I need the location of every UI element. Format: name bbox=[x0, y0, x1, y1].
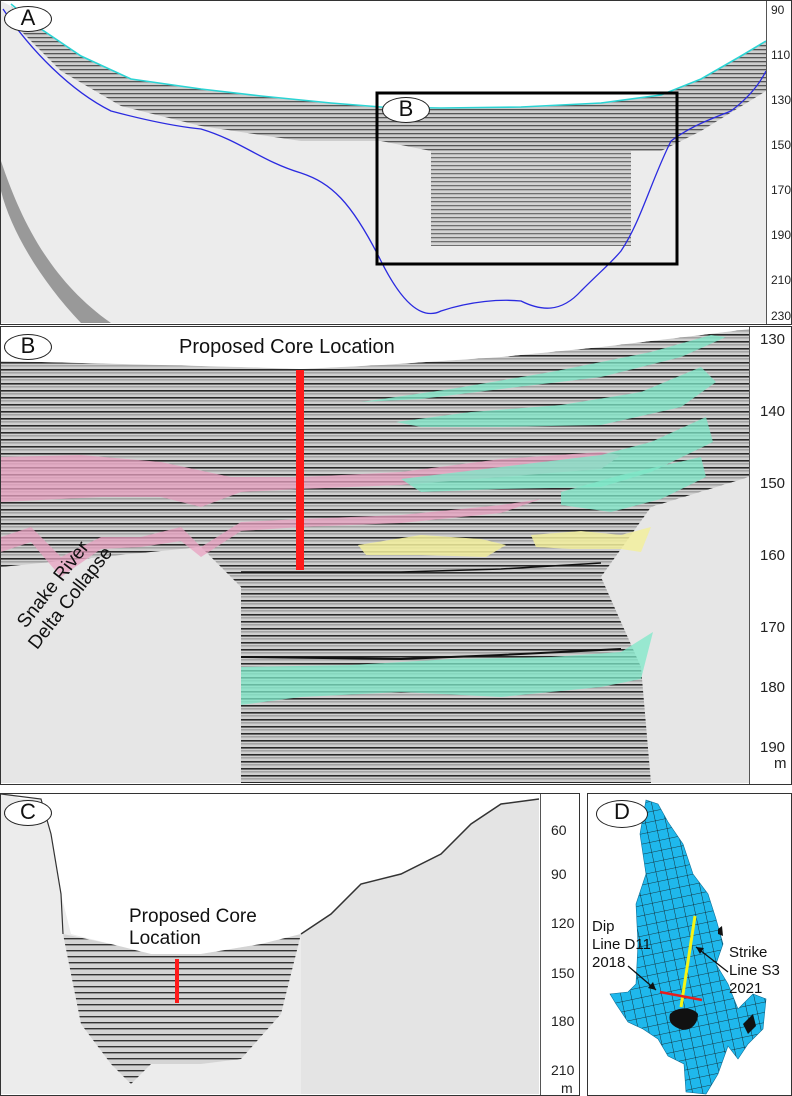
axis-tick: 180 bbox=[551, 1013, 575, 1029]
axis-tick: 130 bbox=[760, 331, 786, 348]
axis-tick: 190 bbox=[771, 228, 792, 242]
panel-d-survey-map: D Dip Line D11 2018 Strike Line S3 2021 bbox=[587, 793, 792, 1096]
axis-tick: 170 bbox=[771, 183, 792, 197]
axis-tick: 170 bbox=[760, 619, 786, 636]
strike-line-label: Strike Line S3 2021 bbox=[729, 944, 780, 998]
axis-tick: 180 bbox=[760, 679, 786, 696]
strike-line-1: Strike bbox=[729, 944, 768, 961]
axis-tick: 150 bbox=[760, 475, 786, 492]
panel-d-letter: D bbox=[614, 799, 630, 824]
panel-b-core-title: Proposed Core Location bbox=[179, 336, 395, 358]
dip-line-label: Dip Line D11 2018 bbox=[592, 918, 651, 972]
axis-tick: 190 bbox=[760, 739, 786, 756]
title-line-2: Location bbox=[129, 928, 201, 949]
axis-tick: 120 bbox=[551, 915, 575, 931]
panel-c-letter: C bbox=[20, 799, 36, 824]
panel-d-label: D bbox=[596, 800, 648, 828]
panel-b-profile bbox=[1, 327, 749, 783]
panel-b-depth-axis: 130 140 150 160 170 180 190 m bbox=[749, 327, 791, 784]
panel-c-label: C bbox=[4, 800, 52, 826]
axis-tick: 130 bbox=[771, 93, 792, 107]
dip-line-1: Dip bbox=[592, 918, 615, 935]
axis-tick: 210 bbox=[771, 273, 792, 287]
panel-b-letter: B bbox=[20, 333, 36, 358]
axis-unit: m bbox=[774, 755, 787, 772]
dip-line-3: 2018 bbox=[592, 954, 626, 971]
panel-a-profile bbox=[1, 1, 766, 323]
axis-tick: 90 bbox=[771, 3, 785, 17]
axis-tick: 160 bbox=[760, 547, 786, 564]
dip-line-2: Line D11 bbox=[592, 936, 651, 953]
axis-tick: 210 bbox=[551, 1062, 575, 1078]
axis-tick: 110 bbox=[771, 48, 791, 62]
panel-c-depth-axis: 60 90 120 150 180 210 m bbox=[540, 794, 579, 1096]
title-line-1: Proposed Core bbox=[129, 906, 257, 927]
axis-tick: 60 bbox=[551, 822, 567, 838]
panel-c-profile bbox=[1, 794, 539, 1094]
axis-unit: m bbox=[561, 1080, 573, 1096]
axis-tick: 90 bbox=[551, 866, 567, 882]
axis-tick: 140 bbox=[760, 403, 786, 420]
strike-line-3: 2021 bbox=[729, 980, 763, 997]
panel-b-seismic-detail: B Proposed Core Location Snake River Del… bbox=[0, 326, 792, 785]
panel-a-seismic-overview: A B 90 110 130 150 170 190 210 230 bbox=[0, 0, 792, 325]
panel-a-depth-axis: 90 110 130 150 170 190 210 230 bbox=[766, 1, 792, 324]
panel-a-letter: A bbox=[20, 5, 36, 30]
strike-line-2: Line S3 bbox=[729, 962, 780, 979]
panel-a-label: A bbox=[4, 6, 52, 32]
axis-tick: 150 bbox=[771, 138, 792, 152]
panel-b-label: B bbox=[4, 334, 52, 360]
lake-survey-map bbox=[609, 799, 767, 1095]
panel-c-core-title: Proposed Core Location bbox=[129, 906, 257, 950]
panel-c-seismic-profile: C Proposed Core Location 60 90 120 150 1… bbox=[0, 793, 580, 1096]
axis-tick: 150 bbox=[551, 965, 575, 981]
axis-tick: 230 bbox=[771, 309, 792, 323]
inset-b-label: B bbox=[382, 97, 430, 123]
inset-b-letter: B bbox=[398, 96, 414, 121]
